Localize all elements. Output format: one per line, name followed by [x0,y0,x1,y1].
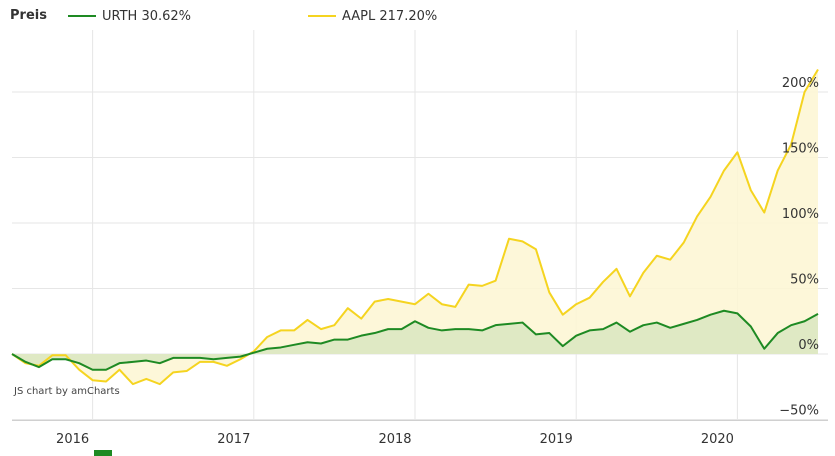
y-tick-label: 100% [782,207,819,222]
x-tick-label: 2020 [701,432,734,447]
x-tick-label: 2017 [217,432,250,447]
series-line-urth[interactable] [11,309,819,371]
legend-series-name-urth: URTH [102,8,138,24]
y-tick-label: 150% [782,142,819,157]
legend-series-value-aapl: 217.20% [379,8,438,24]
line-layer [11,68,819,386]
legend-swatch-aapl [308,15,336,17]
legend: Preis URTH 30.62% AAPL 217.20% [8,6,828,26]
legend-title: Preis [10,8,47,23]
y-tick-label: 200% [782,76,819,91]
legend-series-value-urth: 30.62% [141,8,192,24]
legend-series-name-aapl: AAPL [342,8,376,24]
series-area-urth [12,310,818,370]
series-line-aapl[interactable] [11,68,819,386]
y-tick-label: 0% [798,338,819,353]
series-area-aapl [12,69,818,385]
scrollbar-grip[interactable] [94,450,112,456]
legend-item-urth[interactable]: URTH 30.62% [68,6,191,26]
fill-layer [12,69,818,385]
y-tick-label: −50% [779,404,819,419]
x-tick-label: 2016 [56,432,89,447]
y-tick-label: 50% [790,273,819,288]
x-axis: 2016 2017 2018 2019 2020 [12,420,828,447]
y-axis: −50% 0% 50% 100% 150% 200% [779,76,819,419]
amcharts-credit[interactable]: JS chart by amCharts [14,386,120,397]
legend-item-aapl[interactable]: AAPL 217.20% [308,6,437,26]
legend-swatch-urth [68,15,96,17]
x-tick-label: 2018 [378,432,411,447]
x-tick-label: 2019 [540,432,573,447]
